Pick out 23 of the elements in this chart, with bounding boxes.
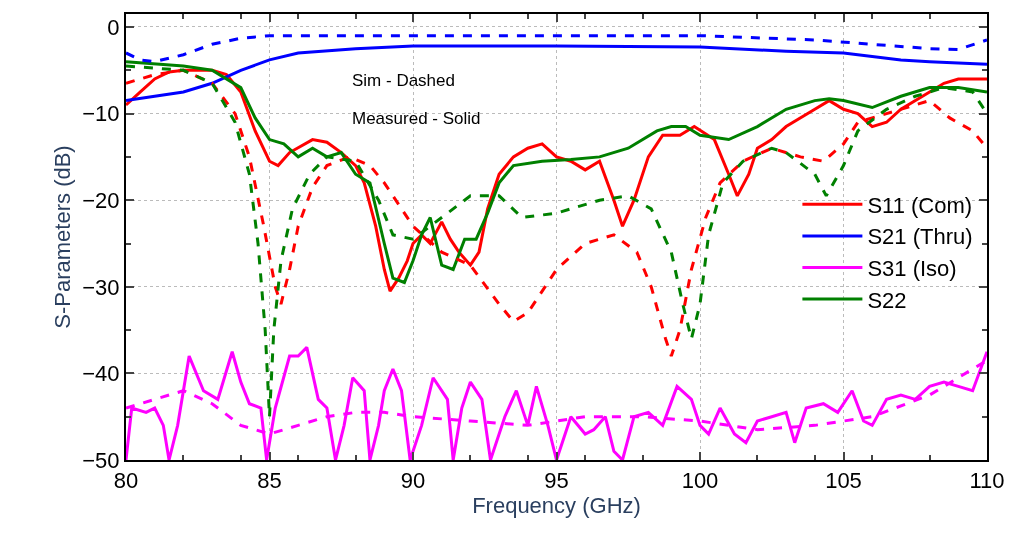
x-tick-label: 100 <box>681 468 719 494</box>
annotation: Sim - Dashed <box>352 71 455 90</box>
y-tick-label: −30 <box>82 274 120 300</box>
legend-label: S22 <box>867 287 907 313</box>
legend-label: S11 (Com) <box>867 192 973 218</box>
y-tick-label: −10 <box>82 101 120 127</box>
x-tick-label: 95 <box>544 468 569 494</box>
x-tick-label: 110 <box>969 468 1005 494</box>
line-series <box>126 44 987 103</box>
y-tick-label: 0 <box>107 14 120 40</box>
line-series <box>126 34 987 64</box>
x-tick-label: 105 <box>825 468 862 494</box>
y-tick-label: −40 <box>82 361 120 387</box>
annotation: Measured - Solid <box>352 109 481 128</box>
y-axis-title: S-Parameters (dB) <box>49 145 75 329</box>
x-axis-title: Frequency (GHz) <box>472 493 641 519</box>
line-series <box>126 345 987 460</box>
x-tick-label: 90 <box>400 468 426 494</box>
y-tick-label: −20 <box>82 187 120 213</box>
line-series <box>126 64 987 419</box>
x-tick-label: 85 <box>257 468 282 494</box>
legend-label: S21 (Thru) <box>867 224 973 250</box>
legend-label: S31 (Iso) <box>867 256 957 282</box>
